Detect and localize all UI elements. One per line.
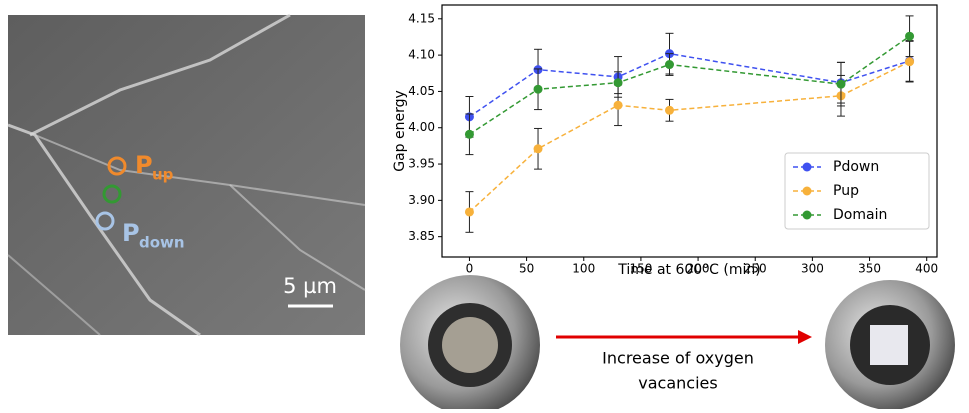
y-tick-label: 3.85 — [408, 229, 435, 243]
y-axis-label: Gap energy — [392, 90, 408, 172]
legend-marker — [802, 186, 812, 196]
y-tick-label: 3.90 — [408, 193, 435, 207]
sem-label-sub: up — [152, 166, 174, 184]
y-tick-label: 4.00 — [408, 120, 435, 134]
data-point — [905, 57, 915, 67]
sem-label: P — [135, 151, 153, 179]
data-point — [836, 79, 846, 89]
y-tick-label: 4.10 — [408, 48, 435, 62]
legend-marker — [802, 210, 812, 220]
series-line — [469, 35, 910, 135]
y-tick-label: 4.15 — [408, 11, 435, 25]
plot-frame — [441, 4, 938, 258]
x-tick-label: 350 — [858, 262, 881, 276]
x-axis-label: Time at 600°C (min) — [617, 262, 761, 278]
x-tick-label: 300 — [801, 262, 824, 276]
series-line — [468, 60, 910, 213]
data-point — [533, 84, 543, 94]
sem-image — [7, 13, 366, 337]
y-tick-label: 3.95 — [408, 157, 435, 171]
x-tick-label: 250 — [744, 262, 767, 276]
caption: vacancies — [638, 374, 717, 393]
x-tick-label: 150 — [629, 262, 652, 276]
y-tick-label: 4.05 — [408, 84, 435, 98]
x-tick-label: 50 — [519, 262, 534, 276]
legend-label: Domain — [833, 207, 887, 223]
data-point — [533, 144, 543, 154]
legend-label: Pup — [833, 183, 859, 199]
x-tick-label: 400 — [915, 262, 938, 276]
photos — [400, 275, 955, 413]
scale-bar-label: 5 µm — [283, 274, 337, 298]
sem-label: P — [122, 219, 140, 247]
caption: Increase of oxygen — [602, 349, 754, 368]
legend-label: Pdown — [833, 159, 879, 175]
data-point — [664, 105, 674, 115]
data-point — [905, 31, 915, 41]
data-point — [464, 207, 474, 217]
legend-box — [784, 152, 930, 230]
x-tick-label: 200 — [687, 262, 710, 276]
sem-label-sub: down — [139, 234, 185, 252]
data-point — [613, 100, 623, 110]
data-point — [664, 60, 674, 70]
data-point — [613, 78, 623, 88]
x-tick-label: 0 — [466, 262, 474, 276]
legend-marker — [802, 162, 812, 172]
data-point — [464, 129, 474, 139]
x-tick-label: 100 — [572, 262, 595, 276]
